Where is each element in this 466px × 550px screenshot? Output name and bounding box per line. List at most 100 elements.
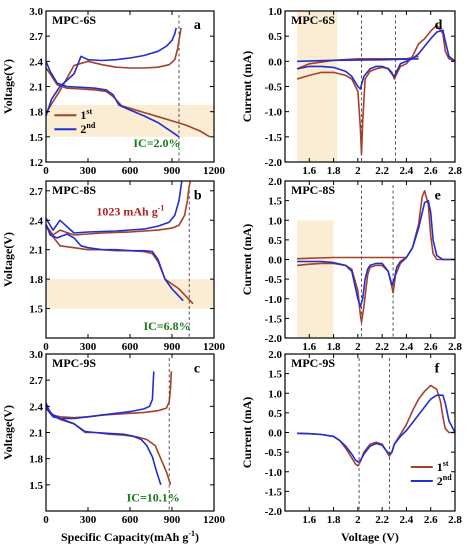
ic-label: IC=2.0% [133,136,180,150]
series-line-second [45,60,180,138]
x-tick-label: 0 [43,165,49,177]
x-tick-label: 2.8 [448,514,462,526]
x-tick-label: 2.6 [424,165,438,177]
y-axis-title: Voltage(V) [1,232,15,287]
y-tick-label: 0.5 [268,235,282,247]
series-line-second [45,180,183,234]
x-axis-title: Specific Capacity(mAh g-1) [61,529,199,544]
panel-letter: a [194,18,201,33]
x-tick-label: 2 [355,165,361,177]
x-tick-label: 0 [43,514,49,526]
y-tick-label: 2.1 [29,245,43,257]
panel-letter: c [194,362,200,377]
x-tick-label: 2.2 [375,165,389,177]
series-line-second [297,394,456,463]
y-tick-label: 2.1 [29,82,43,94]
ic-label: IC=6.8% [143,319,190,333]
y-tick-label: 1.0 [268,215,282,227]
y-tick-label: -1.0 [265,294,283,306]
x-tick-label: 1200 [203,165,226,177]
y-tick-label: 1.8 [29,274,43,286]
y-tick-label: 1.8 [29,454,43,466]
x-tick-label: 900 [164,514,181,526]
panel-title: MPC-9S [52,356,96,370]
y-axis-title: Voltage(V) [1,59,15,114]
highlight-band [297,220,334,338]
series-line-first [297,384,455,467]
y-tick-label: -0.5 [265,447,283,459]
y-tick-label: 0.5 [268,31,282,43]
y-tick-label: 1.5 [29,132,43,144]
y-tick-label: 1.5 [268,196,282,208]
panel-title: MPC-8S [52,183,96,197]
panel-letter: f [435,362,440,377]
x-tick-label: 1.6 [302,514,316,526]
panel-title: MPC-6S [52,13,96,27]
y-tick-label: 2.7 [29,31,43,43]
y-tick-label: 2.7 [29,375,43,387]
panel-d: 1.6 1.8 2 2.2 2.4 2.6 2.8 -2.0 -1.5 -1.0 -0.5 0.0 0.… [240,6,462,177]
capacity-label: 1023 mAh g-1 [96,204,164,219]
x-tick-label: 600 [122,165,139,177]
panel-f: 1.6 1.8 2 2.2 2.4 2.6 2.8 -2.0 -1.5 -1.0 -0.5 0.0 0.… [240,349,462,544]
series-line-second [45,27,177,117]
legend-label: 1st [437,459,449,474]
y-tick-label: -1.0 [265,467,283,479]
y-tick-label: -2.0 [265,333,283,345]
x-tick-label: 300 [80,514,97,526]
x-tick-label: 2.4 [400,514,414,526]
panel-c: 0 300 600 900 1200 1.5 1.8 2.1 2.4 2.7 3.0 Voltage(… [1,349,226,544]
x-tick-label: 300 [80,341,97,353]
panel-b: 0 300 600 900 1200 1.5 1.8 2.1 2.4 2.7 Voltage(V) M… [1,180,226,353]
x-tick-label: 2.4 [400,341,414,353]
legend-label: 2nd [437,473,452,488]
series-line-first [45,27,182,114]
y-axis-title: Current (mA) [240,51,254,122]
x-tick-label: 1.6 [302,165,316,177]
panel-title: MPC-9S [291,356,335,370]
x-tick-label: 600 [122,341,139,353]
plot-frame [284,353,456,512]
x-tick-label: 2.2 [375,341,389,353]
series-line-first [45,180,191,236]
highlight-band [297,11,338,162]
panel-e: 1.6 1.8 2 2.2 2.4 2.6 2.8 -2.0 -1.5 -1.0 -0.5 0.0 0.… [240,176,462,353]
y-tick-label: -0.5 [265,82,283,94]
y-tick-label: 0.0 [268,56,282,68]
legend-label: 2nd [80,121,95,136]
x-tick-label: 900 [164,341,181,353]
plot-frame [45,353,215,512]
y-tick-label: 2.0 [268,176,282,188]
y-tick-label: -1.5 [265,486,283,498]
x-tick-label: 1.8 [327,514,341,526]
series-line-first [297,256,407,260]
x-tick-label: 900 [164,165,181,177]
y-tick-label: -0.5 [265,274,283,286]
y-tick-label: 1.8 [29,107,43,119]
y-tick-label: 0.5 [268,408,282,420]
y-tick-label: 2.4 [29,215,43,227]
y-tick-label: 0.0 [268,255,282,267]
y-tick-label: -2.0 [265,506,283,518]
x-tick-label: 300 [80,165,97,177]
x-tick-label: 2.6 [424,341,438,353]
series-line-second [45,402,162,486]
y-tick-label: 2.0 [268,349,282,361]
y-tick-label: 2.1 [29,428,43,440]
x-tick-label: 2.8 [448,165,462,177]
panel-letter: e [435,189,441,204]
y-tick-label: -1.5 [265,313,283,325]
x-tick-label: 2 [355,341,361,353]
y-tick-label: 3.0 [29,6,43,18]
series-line-second [45,371,155,420]
x-tick-label: 2.4 [400,165,414,177]
y-axis-title: Current (mA) [240,397,254,468]
y-tick-label: 1.0 [268,6,282,18]
x-tick-label: 1200 [203,341,226,353]
legend-label: 1st [80,107,92,122]
x-axis-title: Voltage (V) [341,530,399,544]
panel-letter: b [194,189,202,204]
y-tick-label: 2.4 [29,56,43,68]
x-tick-label: 1.8 [327,165,341,177]
